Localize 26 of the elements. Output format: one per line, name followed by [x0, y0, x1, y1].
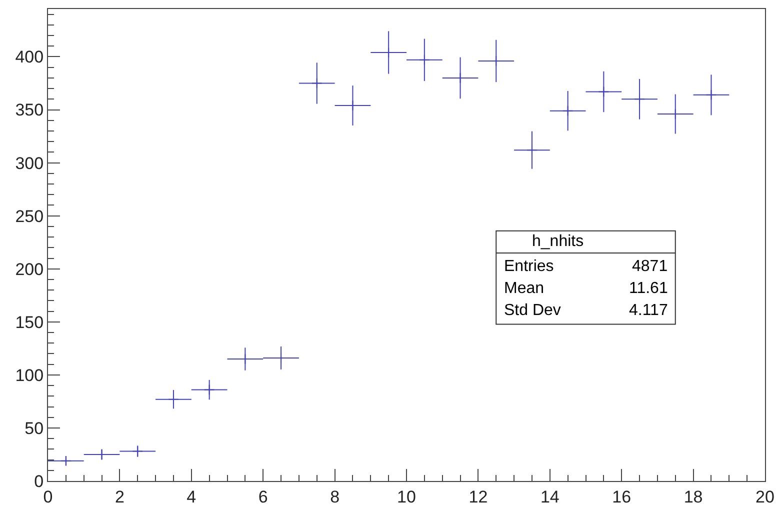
- y-tick-label: 400: [15, 48, 44, 67]
- y-tick-label: 250: [15, 206, 44, 226]
- annotation: h_nhits: [532, 233, 584, 250]
- x-tick-label: 20: [756, 487, 774, 506]
- y-tick-label: 50: [24, 418, 44, 438]
- annotation: 4871: [632, 258, 668, 275]
- x-tick-label: 8: [330, 487, 340, 506]
- y-tick-label: 150: [15, 312, 44, 332]
- y-tick-label: 100: [15, 366, 44, 385]
- x-tick-label: 14: [540, 487, 560, 506]
- y-tick-label: 0: [34, 472, 44, 491]
- y-tick-label: 350: [15, 100, 44, 120]
- x-tick-label: 10: [397, 487, 416, 506]
- x-tick-label: 16: [612, 487, 632, 506]
- x-tick-label: 18: [684, 487, 703, 506]
- annotation: 4.117: [629, 302, 668, 319]
- annotation: 11.61: [629, 280, 668, 297]
- x-tick-label: 2: [114, 487, 124, 506]
- annotation: Mean: [504, 280, 544, 297]
- y-tick-label: 300: [15, 154, 44, 173]
- annotation: Std Dev: [504, 302, 561, 319]
- x-tick-label: 6: [258, 487, 268, 506]
- annotation: Entries: [504, 258, 554, 275]
- x-tick-label: 12: [468, 487, 488, 506]
- y-tick-label: 200: [15, 260, 44, 279]
- x-tick-label: 4: [186, 487, 196, 506]
